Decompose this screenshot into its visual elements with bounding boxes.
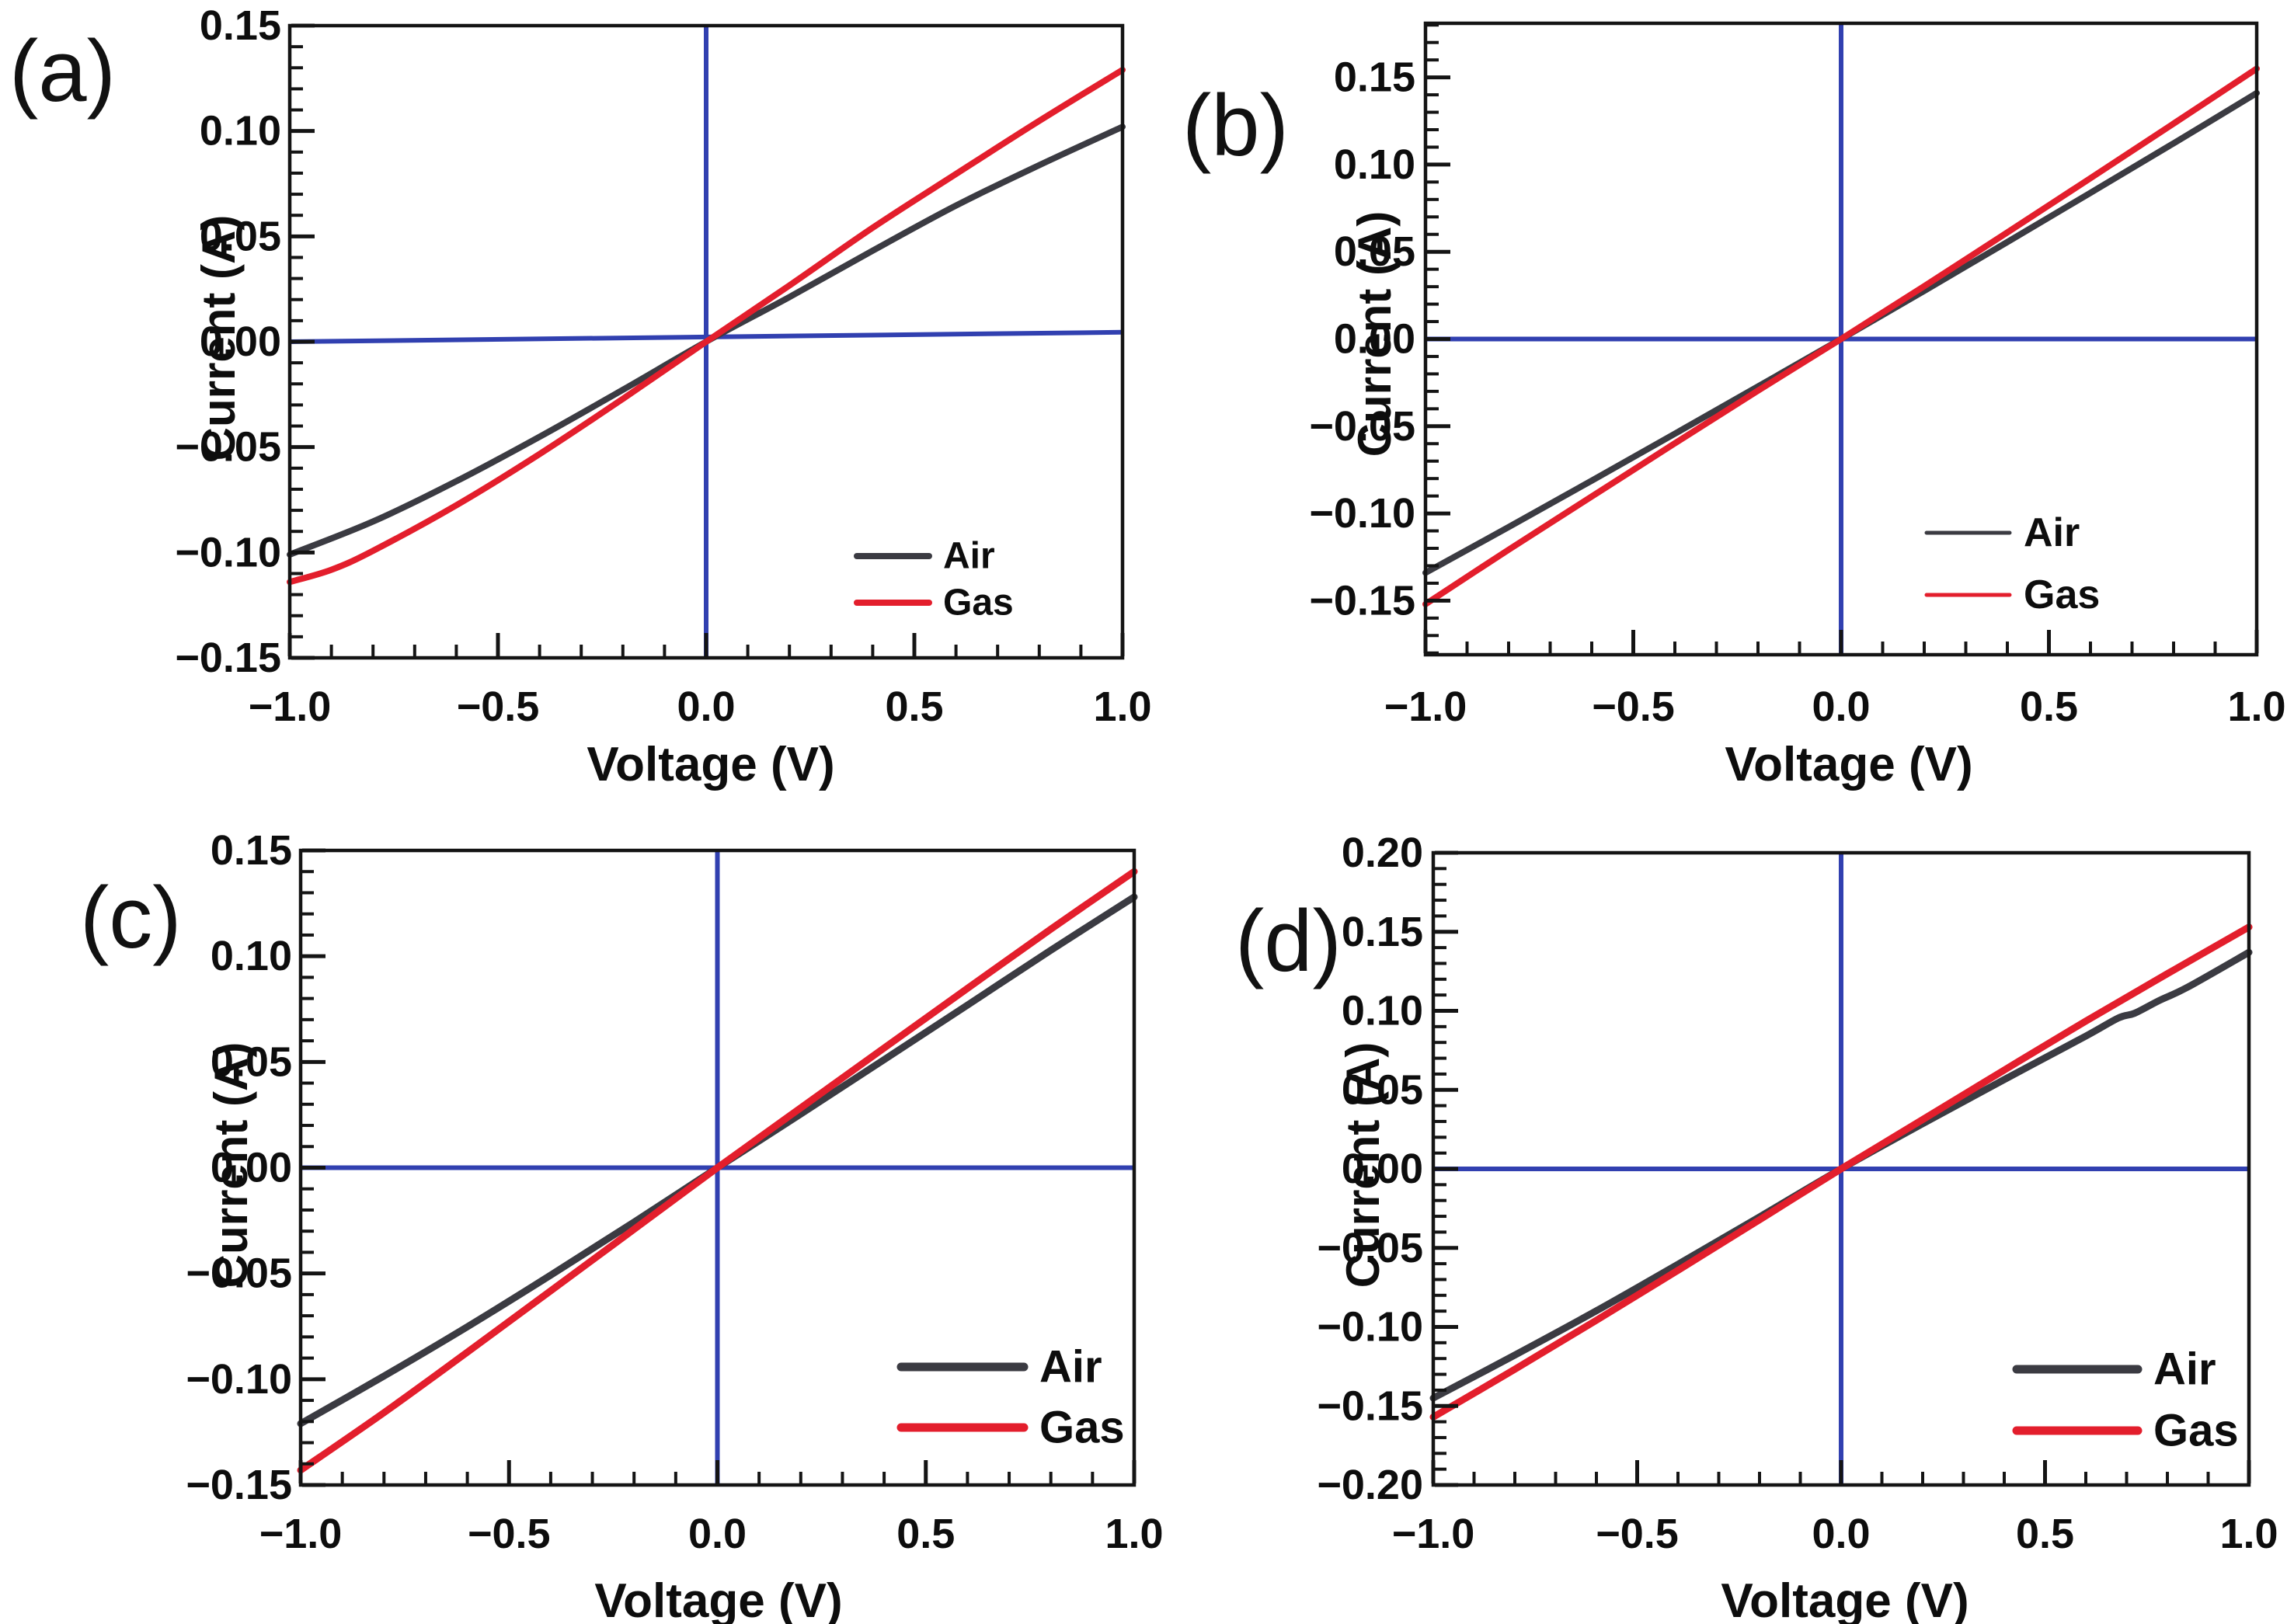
legend-air-label: Air	[1039, 1342, 1102, 1393]
y-axis-title: Current (A)	[205, 1042, 257, 1288]
y-tick-label: 0.10	[200, 108, 281, 155]
x-tick-label: 1.0	[1105, 1511, 1163, 1557]
y-tick-label: −0.10	[186, 1356, 292, 1403]
y-tick-label: −0.15	[1309, 577, 1415, 624]
legend-gas-label: Gas	[1039, 1403, 1125, 1453]
x-tick-label: −1.0	[1384, 683, 1467, 730]
y-tick-label: 0.00	[200, 318, 281, 365]
x-tick-label: 0.0	[688, 1511, 747, 1557]
air-curve	[1429, 948, 2253, 1402]
gas-curve	[1429, 923, 2253, 1421]
y-axis-title: Current (A)	[193, 215, 245, 461]
x-tick-label: −1.0	[259, 1511, 343, 1557]
x-tick-label: −0.5	[457, 683, 540, 730]
legend-gas-label: Gas	[2153, 1406, 2239, 1456]
y-axis-title: Current (A)	[1349, 211, 1401, 457]
x-tick-label: −0.5	[1596, 1511, 1679, 1557]
y-tick-label: 0.05	[211, 1038, 292, 1085]
plot-frame	[1423, 21, 2259, 657]
y-tick-label: −0.10	[1309, 490, 1415, 537]
legend-air-label: Air	[2153, 1344, 2216, 1395]
y-tick-label: 0.15	[1334, 54, 1415, 101]
x-tick-label: 0.5	[896, 1511, 955, 1557]
y-tick-label: 0.10	[211, 933, 292, 979]
y-tick-label: 0.10	[1334, 141, 1415, 188]
panel-letter: (b)	[1182, 77, 1289, 174]
gas-curve	[297, 868, 1138, 1474]
y-tick-label: −0.10	[175, 529, 281, 576]
gas-curve	[1422, 65, 2260, 607]
y-tick-label: −0.05	[1317, 1225, 1423, 1271]
y-tick-label: 0.10	[1342, 988, 1423, 1035]
legend-gas-label: Gas	[943, 582, 1014, 624]
panel-letter: (c)	[80, 869, 182, 966]
y-tick-label: −0.20	[1317, 1462, 1423, 1508]
x-tick-label: −1.0	[249, 683, 332, 730]
x-axis-title: Voltage (V)	[1725, 738, 1972, 791]
x-tick-label: 1.0	[1093, 683, 1151, 730]
panel-letter: (d)	[1235, 892, 1342, 989]
x-tick-label: 0.0	[1812, 1511, 1870, 1557]
x-axis-title: Voltage (V)	[587, 738, 834, 791]
x-tick-label: 0.0	[1812, 683, 1870, 730]
y-tick-label: 0.05	[1334, 228, 1415, 275]
plot-frame	[1431, 850, 2251, 1487]
x-tick-label: 1.0	[2227, 683, 2285, 730]
y-tick-label: 0.05	[1342, 1066, 1423, 1113]
y-tick-label: 0.20	[1342, 829, 1423, 876]
y-tick-label: 0.00	[211, 1145, 292, 1191]
gas-curve	[287, 66, 1126, 586]
legend-gas-label: Gas	[2024, 572, 2100, 617]
y-tick-label: 0.05	[200, 213, 281, 259]
x-tick-label: 0.5	[2016, 1511, 2074, 1557]
x-tick-label: 0.5	[885, 683, 943, 730]
y-tick-label: −0.15	[186, 1462, 292, 1508]
y-tick-label: −0.15	[1317, 1382, 1423, 1429]
x-tick-label: −1.0	[1392, 1511, 1475, 1557]
legend-air-label: Air	[943, 536, 995, 577]
y-tick-label: −0.15	[175, 635, 281, 681]
x-tick-label: 0.0	[677, 683, 735, 730]
y-tick-label: 0.15	[211, 827, 292, 874]
legend-air-label: Air	[2024, 510, 2080, 555]
x-tick-label: 0.5	[2020, 683, 2078, 730]
y-axis-title: Current (A)	[1337, 1042, 1389, 1288]
y-tick-label: −0.05	[1309, 403, 1415, 450]
x-axis-title: Voltage (V)	[594, 1574, 842, 1624]
x-axis-title: Voltage (V)	[1721, 1574, 1969, 1624]
x-tick-label: −0.5	[468, 1511, 551, 1557]
plot-frame	[287, 23, 1125, 660]
panel-letter: (a)	[9, 23, 116, 120]
y-tick-label: −0.05	[175, 424, 281, 471]
plot-frame	[298, 848, 1137, 1487]
y-tick-label: −0.10	[1317, 1304, 1423, 1351]
y-tick-label: −0.05	[186, 1250, 292, 1297]
y-tick-label: 0.15	[200, 2, 281, 49]
y-tick-label: 0.00	[1342, 1146, 1423, 1192]
y-tick-label: 0.00	[1334, 316, 1415, 363]
x-tick-label: 1.0	[2219, 1511, 2278, 1557]
x-tick-label: −0.5	[1592, 683, 1675, 730]
y-tick-label: 0.15	[1342, 909, 1423, 955]
